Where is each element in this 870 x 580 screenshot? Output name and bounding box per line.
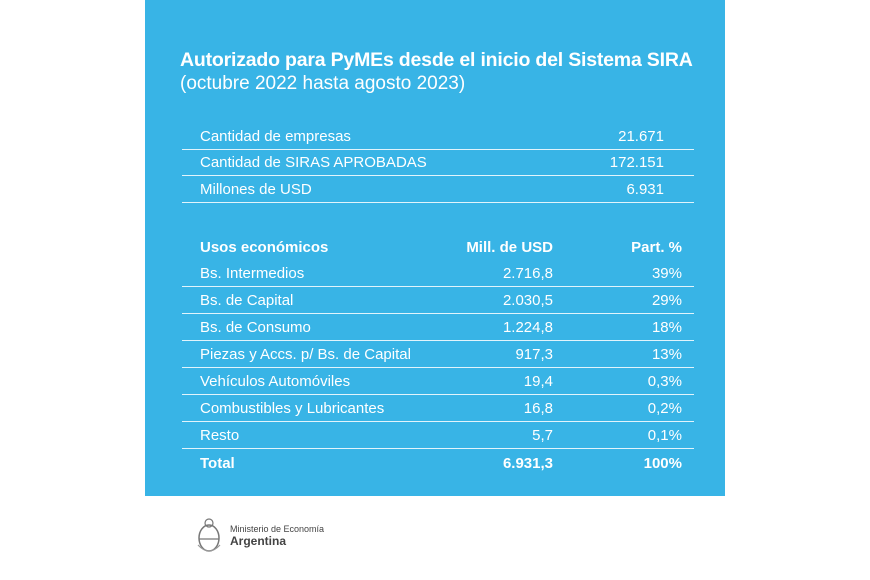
total-label: Total xyxy=(200,454,235,472)
table-row: Combustibles y Lubricantes 16,8 0,2% xyxy=(182,396,694,422)
title: Autorizado para PyMEs desde el inicio de… xyxy=(180,49,693,71)
cell-label: Resto xyxy=(200,427,240,444)
table-row: Resto 5,7 0,1% xyxy=(182,423,694,449)
cell-usd: 917,3 xyxy=(515,346,553,363)
cell-part: 13% xyxy=(651,346,682,363)
summary-value: 172.151 xyxy=(609,154,664,172)
cell-part: 29% xyxy=(651,292,682,309)
ministry-name: Ministerio de Economía xyxy=(230,524,325,534)
footer-logo: Ministerio de Economía Argentina xyxy=(196,517,324,555)
table-row: Piezas y Accs. p/ Bs. de Capital 917,3 13% xyxy=(182,342,694,368)
cell-part: 0,1% xyxy=(647,427,682,444)
cell-part: 18% xyxy=(651,319,682,336)
infographic-panel: Autorizado para PyMEs desde el inicio de… xyxy=(145,0,725,496)
table-row: Vehículos Automóviles 19,4 0,3% xyxy=(182,369,694,395)
summary-row: Cantidad de empresas 21.671 xyxy=(182,124,694,150)
summary-label: Cantidad de empresas xyxy=(200,127,351,145)
summary-row: Millones de USD 6.931 xyxy=(182,177,694,203)
country-name: Argentina xyxy=(230,534,287,548)
header-usd: Mill. de USD xyxy=(466,238,553,256)
cell-label: Vehículos Automóviles xyxy=(200,373,351,390)
table-header: Usos económicos Mill. de USD Part. % xyxy=(182,234,694,260)
total-row: Total 6.931,3 100% xyxy=(182,450,694,476)
cell-label: Bs. de Consumo xyxy=(200,319,311,336)
cell-usd: 2.716,8 xyxy=(502,265,553,282)
cell-part: 0,2% xyxy=(647,400,682,417)
cell-part: 0,3% xyxy=(647,373,682,390)
cell-usd: 16,8 xyxy=(523,400,553,417)
cell-usd: 19,4 xyxy=(523,373,553,390)
header-usos: Usos económicos xyxy=(200,238,329,256)
summary-value: 6.931 xyxy=(626,180,664,198)
usos-table: Usos económicos Mill. de USD Part. % Bs.… xyxy=(182,234,694,477)
table-row: Bs. de Consumo 1.224,8 18% xyxy=(182,315,694,341)
cell-usd: 5,7 xyxy=(532,427,553,444)
cell-usd: 1.224,8 xyxy=(502,319,553,336)
summary-table: Cantidad de empresas 21.671 Cantidad de S… xyxy=(182,124,694,204)
summary-row: Cantidad de SIRAS APROBADAS 172.151 xyxy=(182,151,694,176)
total-part: 100% xyxy=(643,454,682,472)
cell-label: Combustibles y Lubricantes xyxy=(200,400,385,417)
summary-label: Millones de USD xyxy=(200,180,312,198)
cell-part: 39% xyxy=(651,265,682,282)
header-part: Part. % xyxy=(631,238,682,256)
summary-value: 21.671 xyxy=(618,127,664,145)
cell-label: Piezas y Accs. p/ Bs. de Capital xyxy=(200,346,411,363)
summary-label: Cantidad de SIRAS APROBADAS xyxy=(200,154,427,172)
coat-of-arms-icon xyxy=(197,518,221,552)
cell-usd: 2.030,5 xyxy=(502,292,553,309)
table-row: Bs. Intermedios 2.716,8 39% xyxy=(182,261,694,287)
cell-label: Bs. de Capital xyxy=(200,292,294,309)
total-usd: 6.931,3 xyxy=(502,454,553,472)
cell-label: Bs. Intermedios xyxy=(200,265,305,282)
subtitle: (octubre 2022 hasta agosto 2023) xyxy=(180,73,466,94)
table-row: Bs. de Capital 2.030,5 29% xyxy=(182,288,694,314)
